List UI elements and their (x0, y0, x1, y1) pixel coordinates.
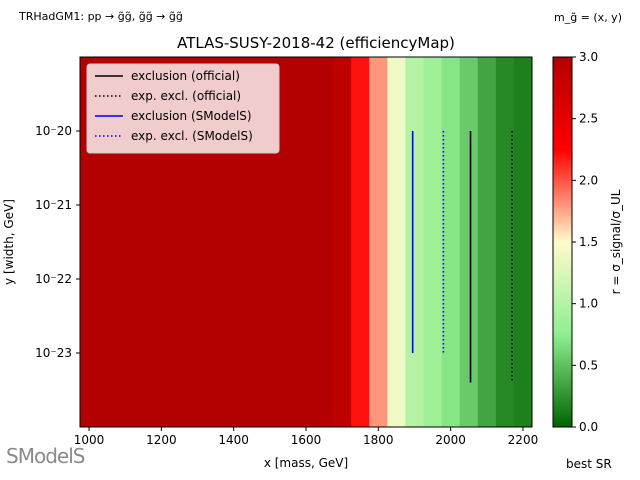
heatmap-cell-3 (369, 57, 388, 427)
x-tick-label: 2000 (435, 433, 466, 447)
y-tick-label: 10⁻20 (35, 124, 72, 138)
legend: exclusion (official) exp. excl. (official… (86, 63, 280, 154)
heatmap-cell-10 (495, 57, 515, 427)
smodels-logo: SModelS (6, 444, 85, 468)
colorbar-tick-label: 0.0 (579, 420, 598, 434)
y-tick-label: 10⁻23 (35, 346, 72, 360)
heatmap-cell-8 (459, 57, 479, 427)
y-axis-label: y [width, GeV] (2, 199, 16, 285)
x-tick-label: 1800 (363, 433, 394, 447)
heatmap-cell-4 (387, 57, 406, 427)
axes-mapping-label: m_g̃ = (x, y) (553, 11, 622, 24)
heatmap-cell-1 (333, 57, 352, 427)
colorbar-ticks: 0.0 0.5 1.0 1.5 2.0 2.5 3.0 (572, 50, 598, 434)
heatmap-cell-6 (423, 57, 443, 427)
x-tick-label: 1400 (218, 433, 249, 447)
x-axis-label: x [mass, GeV] (264, 456, 348, 470)
legend-label: exclusion (official) (131, 69, 240, 83)
colorbar-tick-label: 0.5 (579, 358, 598, 372)
legend-label: exp. excl. (SModelS) (131, 129, 253, 143)
exclusion-lines (411, 131, 513, 383)
colorbar-tick-label: 3.0 (579, 50, 598, 64)
chart-title: ATLAS-SUSY-2018-42 (efficiencyMap) (177, 34, 455, 52)
x-tick-label: 1600 (291, 433, 322, 447)
heatmap-cell-11 (513, 57, 533, 427)
x-tick-label: 1200 (146, 433, 177, 447)
colorbar-tick-label: 1.5 (579, 235, 598, 249)
colorbar-label: r = σ_signal/σ_UL (609, 189, 623, 294)
colorbar-tick-label: 2.5 (579, 112, 598, 126)
x-axis-ticks: 1000 1200 1400 1600 1800 2000 2200 (74, 427, 538, 447)
heatmap-cell-7 (441, 57, 461, 427)
best-sr-label: best SR (566, 457, 612, 471)
colorbar-tick-label: 1.0 (579, 297, 598, 311)
colorbar-tick-label: 2.0 (579, 173, 598, 187)
heatmap-cell-5 (405, 57, 425, 427)
legend-label: exclusion (SModelS) (131, 109, 252, 123)
y-tick-label: 10⁻21 (35, 198, 72, 212)
x-tick-label: 2200 (508, 433, 539, 447)
legend-label: exp. excl. (official) (131, 89, 241, 103)
colorbar (552, 56, 573, 428)
y-axis-ticks: 10⁻20 10⁻21 10⁻22 10⁻23 (35, 124, 80, 360)
legend-box (86, 63, 280, 154)
x-tick-label: 1000 (74, 433, 105, 447)
heatmap-cell-2 (351, 57, 370, 427)
y-tick-label: 10⁻22 (35, 272, 72, 286)
topology-label: TRHadGM1: pp → g̃g̃, g̃g̃ → g̃g̃ (19, 10, 183, 23)
heatmap-cell-9 (477, 57, 497, 427)
